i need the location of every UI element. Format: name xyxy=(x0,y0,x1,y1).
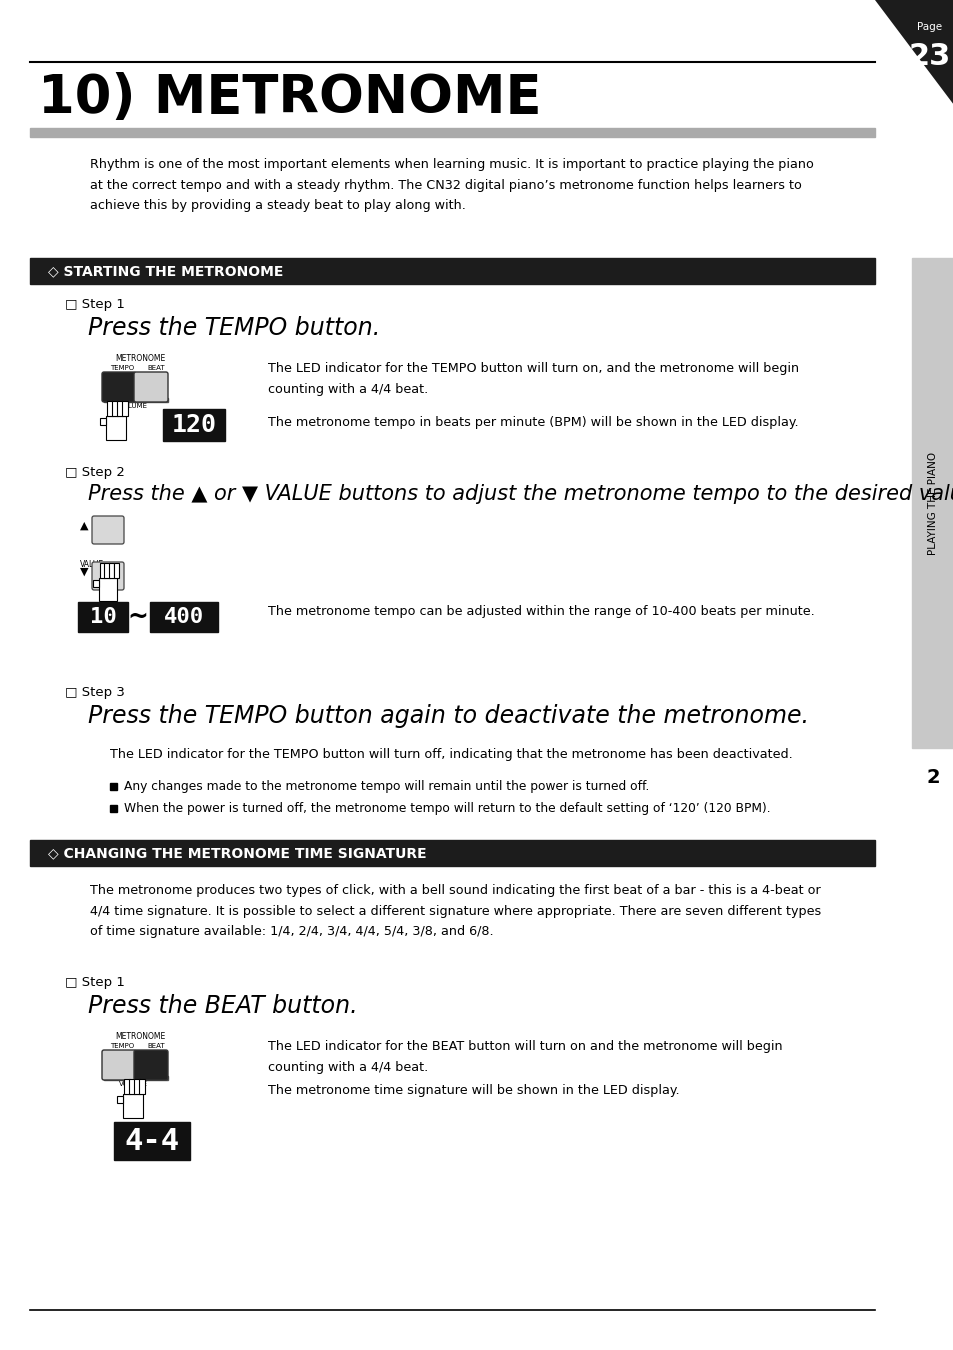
Text: Press the TEMPO button.: Press the TEMPO button. xyxy=(88,316,380,340)
Bar xyxy=(113,1122,190,1160)
FancyBboxPatch shape xyxy=(102,373,136,402)
Bar xyxy=(92,580,98,587)
Text: Page: Page xyxy=(917,22,942,32)
Bar xyxy=(117,1096,123,1103)
FancyBboxPatch shape xyxy=(133,373,168,402)
Bar xyxy=(122,401,128,416)
Bar xyxy=(99,563,105,578)
Bar xyxy=(109,563,114,578)
Text: □ Step 3: □ Step 3 xyxy=(65,686,125,699)
Bar xyxy=(30,128,874,136)
Polygon shape xyxy=(874,0,953,105)
FancyBboxPatch shape xyxy=(91,562,124,590)
Bar xyxy=(100,418,106,425)
FancyBboxPatch shape xyxy=(133,1050,168,1080)
Text: 23: 23 xyxy=(908,42,950,72)
Text: METRONOME: METRONOME xyxy=(114,1031,165,1041)
Text: BEAT: BEAT xyxy=(147,364,165,371)
Bar xyxy=(30,840,874,865)
Bar xyxy=(112,401,117,416)
Bar xyxy=(124,1079,130,1094)
Bar xyxy=(123,1094,143,1118)
Text: ▲: ▲ xyxy=(80,521,89,531)
Text: The metronome tempo can be adjusted within the range of 10-400 beats per minute.: The metronome tempo can be adjusted with… xyxy=(268,606,814,618)
Text: TEMPO: TEMPO xyxy=(110,1044,134,1049)
Bar xyxy=(78,602,128,632)
Text: □ Step 2: □ Step 2 xyxy=(65,466,125,479)
Text: METRONOME: METRONOME xyxy=(114,354,165,363)
Bar xyxy=(30,258,874,284)
Text: The metronome produces two types of click, with a bell sound indicating the firs: The metronome produces two types of clic… xyxy=(90,884,821,938)
Bar xyxy=(104,1076,168,1080)
Text: Press the ▲ or ▼ VALUE buttons to adjust the metronome tempo to the desired valu: Press the ▲ or ▼ VALUE buttons to adjust… xyxy=(88,485,953,504)
Text: TEMPO: TEMPO xyxy=(110,364,134,371)
Text: 10) METRONOME: 10) METRONOME xyxy=(38,72,541,124)
Bar xyxy=(139,1079,145,1094)
Bar xyxy=(163,409,225,441)
Text: 400: 400 xyxy=(164,608,204,626)
Bar xyxy=(110,805,117,811)
Bar xyxy=(104,398,168,402)
Text: When the power is turned off, the metronome tempo will return to the default set: When the power is turned off, the metron… xyxy=(124,802,770,815)
Text: ◇ CHANGING THE METRONOME TIME SIGNATURE: ◇ CHANGING THE METRONOME TIME SIGNATURE xyxy=(48,846,426,860)
Bar xyxy=(98,578,117,601)
Text: BEAT: BEAT xyxy=(147,1044,165,1049)
Text: The LED indicator for the TEMPO button will turn off, indicating that the metron: The LED indicator for the TEMPO button w… xyxy=(110,748,792,761)
FancyBboxPatch shape xyxy=(102,1050,136,1080)
Text: The metronome tempo in beats per minute (BPM) will be shown in the LED display.: The metronome tempo in beats per minute … xyxy=(268,416,798,429)
Text: PLAYING THE PIANO: PLAYING THE PIANO xyxy=(927,451,937,555)
Text: The metronome time signature will be shown in the LED display.: The metronome time signature will be sho… xyxy=(268,1084,679,1098)
Text: Rhythm is one of the most important elements when learning music. It is importan: Rhythm is one of the most important elem… xyxy=(90,158,813,212)
Bar xyxy=(133,1079,139,1094)
Text: □ Step 1: □ Step 1 xyxy=(65,298,125,311)
Text: VOLUME: VOLUME xyxy=(118,404,148,409)
Bar xyxy=(113,563,119,578)
Bar xyxy=(129,1079,134,1094)
Text: Any changes made to the metronome tempo will remain until the power is turned of: Any changes made to the metronome tempo … xyxy=(124,780,649,792)
Text: 120: 120 xyxy=(172,413,216,437)
Text: The LED indicator for the TEMPO button will turn on, and the metronome will begi: The LED indicator for the TEMPO button w… xyxy=(268,362,799,396)
Text: 4-4: 4-4 xyxy=(124,1126,179,1156)
Text: VOLUME: VOLUME xyxy=(118,1081,148,1087)
Bar xyxy=(150,602,218,632)
Text: Press the BEAT button.: Press the BEAT button. xyxy=(88,994,357,1018)
Text: 10: 10 xyxy=(90,608,116,626)
Text: The LED indicator for the BEAT button will turn on and the metronome will begin
: The LED indicator for the BEAT button wi… xyxy=(268,1040,781,1073)
Text: ~: ~ xyxy=(128,605,149,629)
Bar xyxy=(106,416,126,440)
Text: 2: 2 xyxy=(925,768,939,787)
Bar xyxy=(107,401,112,416)
Text: □ Step 1: □ Step 1 xyxy=(65,976,125,990)
FancyBboxPatch shape xyxy=(91,516,124,544)
Text: Press the TEMPO button again to deactivate the metronome.: Press the TEMPO button again to deactiva… xyxy=(88,703,808,728)
Text: ▼: ▼ xyxy=(80,567,89,576)
Text: ◇ STARTING THE METRONOME: ◇ STARTING THE METRONOME xyxy=(48,265,283,278)
Text: VALUE: VALUE xyxy=(80,560,104,568)
Bar xyxy=(117,401,123,416)
Bar xyxy=(104,563,110,578)
Bar xyxy=(110,783,117,790)
Bar xyxy=(911,258,953,748)
